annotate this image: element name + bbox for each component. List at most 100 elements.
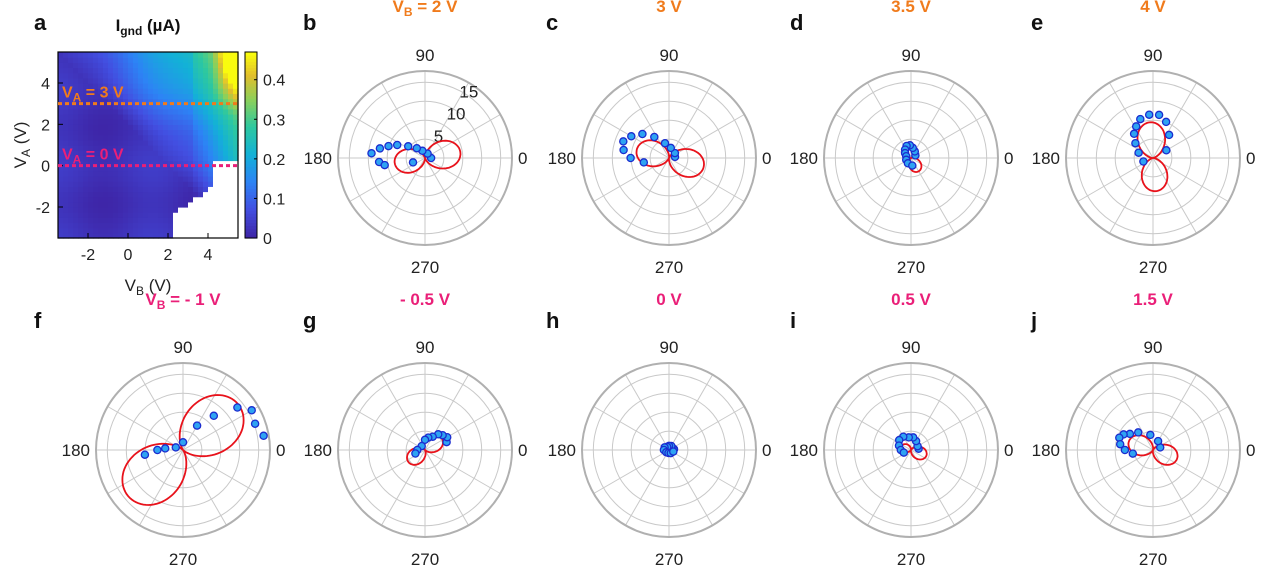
heatmap-cell [123, 62, 129, 69]
heatmap-cell [118, 119, 124, 125]
heatmap-cell [188, 227, 194, 234]
heatmap-cell [83, 160, 89, 167]
heatmap-cell [193, 222, 199, 229]
heatmap-cell [218, 72, 224, 79]
heatmap-cell [143, 207, 149, 213]
heatmap-cell [73, 119, 79, 125]
heatmap-cell [233, 181, 239, 187]
heatmap-cell [133, 129, 139, 136]
heatmap-cell [228, 201, 234, 208]
heatmap-cell [103, 227, 109, 234]
polar-grid-spoke [182, 406, 259, 451]
polar-data-point [666, 143, 676, 153]
heatmap-cell [118, 186, 124, 193]
heatmap-cell [208, 108, 214, 115]
colorbar-segment [245, 225, 257, 230]
heatmap-cell [103, 232, 109, 239]
heatmap-cell [188, 186, 194, 193]
heatmap-cell [223, 77, 229, 84]
heatmap-cell [108, 108, 114, 115]
heatmap-cell [163, 72, 169, 79]
heatmap-cell [128, 57, 134, 63]
colorbar-tick-label: 0.4 [263, 73, 285, 90]
heatmap-cell [63, 72, 69, 79]
heatmap-cell [198, 77, 204, 84]
heatmap-cell [113, 170, 119, 177]
heatmap-cell [233, 124, 239, 131]
heatmap-cell [68, 62, 74, 69]
heatmap-cell [228, 139, 234, 146]
polar-data-point [411, 449, 420, 458]
heatmap-cell [63, 155, 69, 162]
heatmap-cell [213, 201, 219, 208]
heatmap-cell [63, 176, 69, 182]
heatmap-cell [143, 129, 149, 136]
heatmap-cell [83, 129, 89, 136]
heatmap-cell [158, 201, 164, 208]
polar-angle-label-90: 90 [1144, 338, 1163, 357]
heatmap-cell [163, 196, 169, 203]
heatmap-cell [148, 160, 154, 167]
heatmap-cell [193, 103, 199, 110]
heatmap-cell [198, 196, 204, 203]
heatmap-cell [128, 93, 134, 100]
polar-angle-label-180: 180 [304, 149, 332, 168]
heatmap-cell [228, 114, 234, 120]
heatmap-cell [73, 93, 79, 100]
polar-grid-spoke [593, 406, 670, 451]
heatmap-cell [63, 150, 69, 156]
polar-grid-spoke [867, 449, 912, 526]
heatmap-cell [98, 201, 104, 208]
heatmap-cell [223, 217, 229, 224]
heatmap-cell [173, 181, 179, 187]
heatmap-cell [58, 119, 64, 125]
heatmap-cell [98, 207, 104, 213]
heatmap-cell [63, 77, 69, 84]
heatmap-cell [103, 124, 109, 131]
heatmap-cell [83, 165, 89, 172]
heatmap-cell [73, 134, 79, 141]
heatmap-cell [188, 93, 194, 100]
heatmap-cell [113, 103, 119, 110]
heatmap-cell [113, 77, 119, 84]
heatmap-cell [83, 181, 89, 187]
heatmap-cell [208, 186, 214, 193]
colorbar-tick-label: 0 [263, 231, 272, 248]
heatmap-cell [123, 217, 129, 224]
heatmap-cell [148, 217, 154, 224]
heatmap-cell [148, 134, 154, 141]
polar-grid-spoke [107, 406, 184, 451]
heatmap-cell [158, 217, 164, 224]
heatmap-cell [123, 67, 129, 74]
heatmap-cell [178, 119, 184, 125]
heatmap-cell [98, 139, 104, 146]
polar-data-point [1131, 138, 1140, 148]
heatmap-cell [168, 165, 174, 172]
heatmap-cell [153, 165, 159, 172]
heatmap-cell [118, 155, 124, 162]
heatmap-cell [153, 103, 159, 110]
heatmap-cell [153, 191, 159, 198]
polar-angle-label-0: 0 [1004, 149, 1013, 168]
heatmap-cell [83, 67, 89, 74]
heatmap-cell [183, 212, 189, 218]
polar-data-point [899, 448, 909, 457]
heatmap-cell [63, 232, 69, 239]
polar-data-point [619, 137, 628, 146]
polar-grid-spoke [625, 449, 670, 526]
heatmap-cell [198, 155, 204, 162]
heatmap-cell [173, 212, 179, 218]
heatmap-cell [123, 139, 129, 146]
heatmap-cell [128, 88, 134, 94]
heatmap-cell [68, 217, 74, 224]
heatmap-cell [113, 201, 119, 208]
heatmap-cell [198, 232, 204, 239]
heatmap-cell [118, 72, 124, 79]
colorbar-segment [245, 234, 257, 239]
heatmap-cell [153, 134, 159, 141]
heatmap-cell [73, 155, 79, 162]
heatmap-cell [63, 129, 69, 136]
polar-data-point [1134, 148, 1143, 157]
